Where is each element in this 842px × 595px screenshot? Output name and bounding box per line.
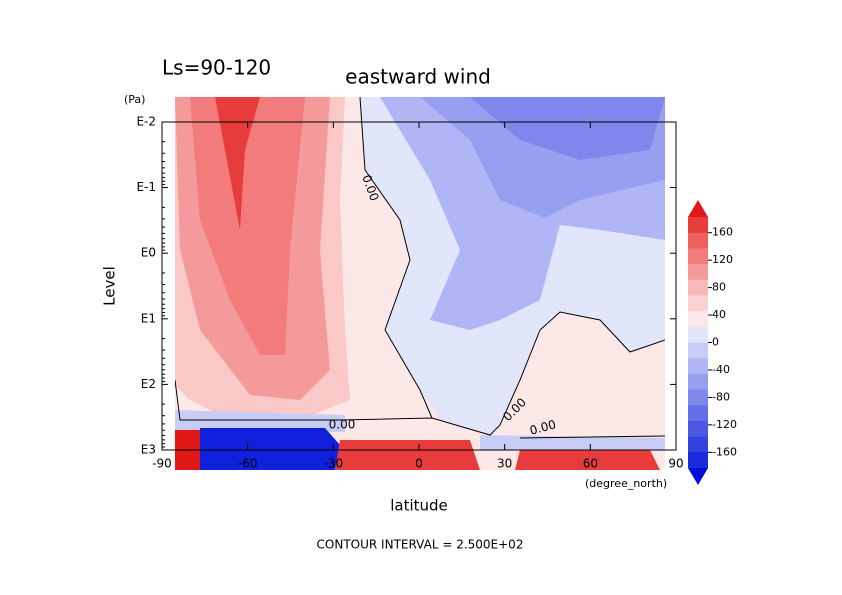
y-tick-label: E2 (141, 377, 156, 391)
colorbar-label: 120 (712, 253, 733, 266)
colorbar-label: -40 (712, 363, 730, 376)
colorbar-band (688, 311, 708, 328)
colorbar-band (688, 358, 708, 375)
colorbar-label: 40 (712, 308, 726, 321)
y-unit: (Pa) (124, 93, 145, 106)
colorbar-band (688, 232, 708, 249)
colorbar-band (688, 326, 708, 343)
colorbar-label: 160 (712, 226, 733, 239)
colorbar-band (688, 436, 708, 453)
subtitle: Ls=90-120 (162, 56, 271, 80)
colorbar-label: -120 (712, 418, 737, 431)
x-tick-label: 30 (497, 457, 512, 471)
x-tick-label: 0 (415, 457, 423, 471)
contour-label: 0.00 (329, 418, 356, 432)
colorbar-band (688, 295, 708, 312)
colorbar-band (688, 373, 708, 391)
footer: CONTOUR INTERVAL = 2.500E+02 (317, 538, 524, 552)
x-tick-label: -90 (152, 457, 172, 471)
colorbar-band (688, 248, 708, 265)
x-label: latitude (390, 497, 448, 515)
colorbar-band (688, 405, 708, 422)
colorbar-label: -160 (712, 445, 737, 458)
y-tick-label: E0 (141, 246, 156, 260)
colorbar-cap (688, 468, 708, 485)
colorbar-band (688, 342, 708, 359)
colorbar-band (688, 217, 708, 234)
y-tick-label: E1 (141, 311, 156, 325)
y-tick-label: E3 (141, 443, 156, 457)
colorbar-cap (688, 200, 708, 217)
y-tick-label: E-2 (136, 115, 156, 129)
x-tick-label: -60 (238, 457, 258, 471)
contour-label: 0.00 (528, 417, 557, 437)
y-label: Level (101, 266, 119, 306)
x-tick-label: 60 (583, 457, 598, 471)
colorbar-label: 0 (712, 336, 719, 349)
colorbar-band (688, 264, 708, 281)
colorbar-band (688, 452, 708, 469)
y-tick-label: E-1 (136, 180, 156, 194)
colorbar-band (688, 279, 708, 296)
contour-field (175, 97, 665, 470)
colorbar-band (688, 420, 708, 438)
colorbar-label: -80 (712, 390, 730, 403)
chart-title: eastward wind (345, 65, 491, 89)
colorbar-band (688, 389, 708, 406)
x-tick-label: 90 (668, 457, 683, 471)
x-tick-label: -30 (324, 457, 344, 471)
x-unit: (degree_north) (585, 477, 667, 490)
colorbar-label: 80 (712, 281, 726, 294)
